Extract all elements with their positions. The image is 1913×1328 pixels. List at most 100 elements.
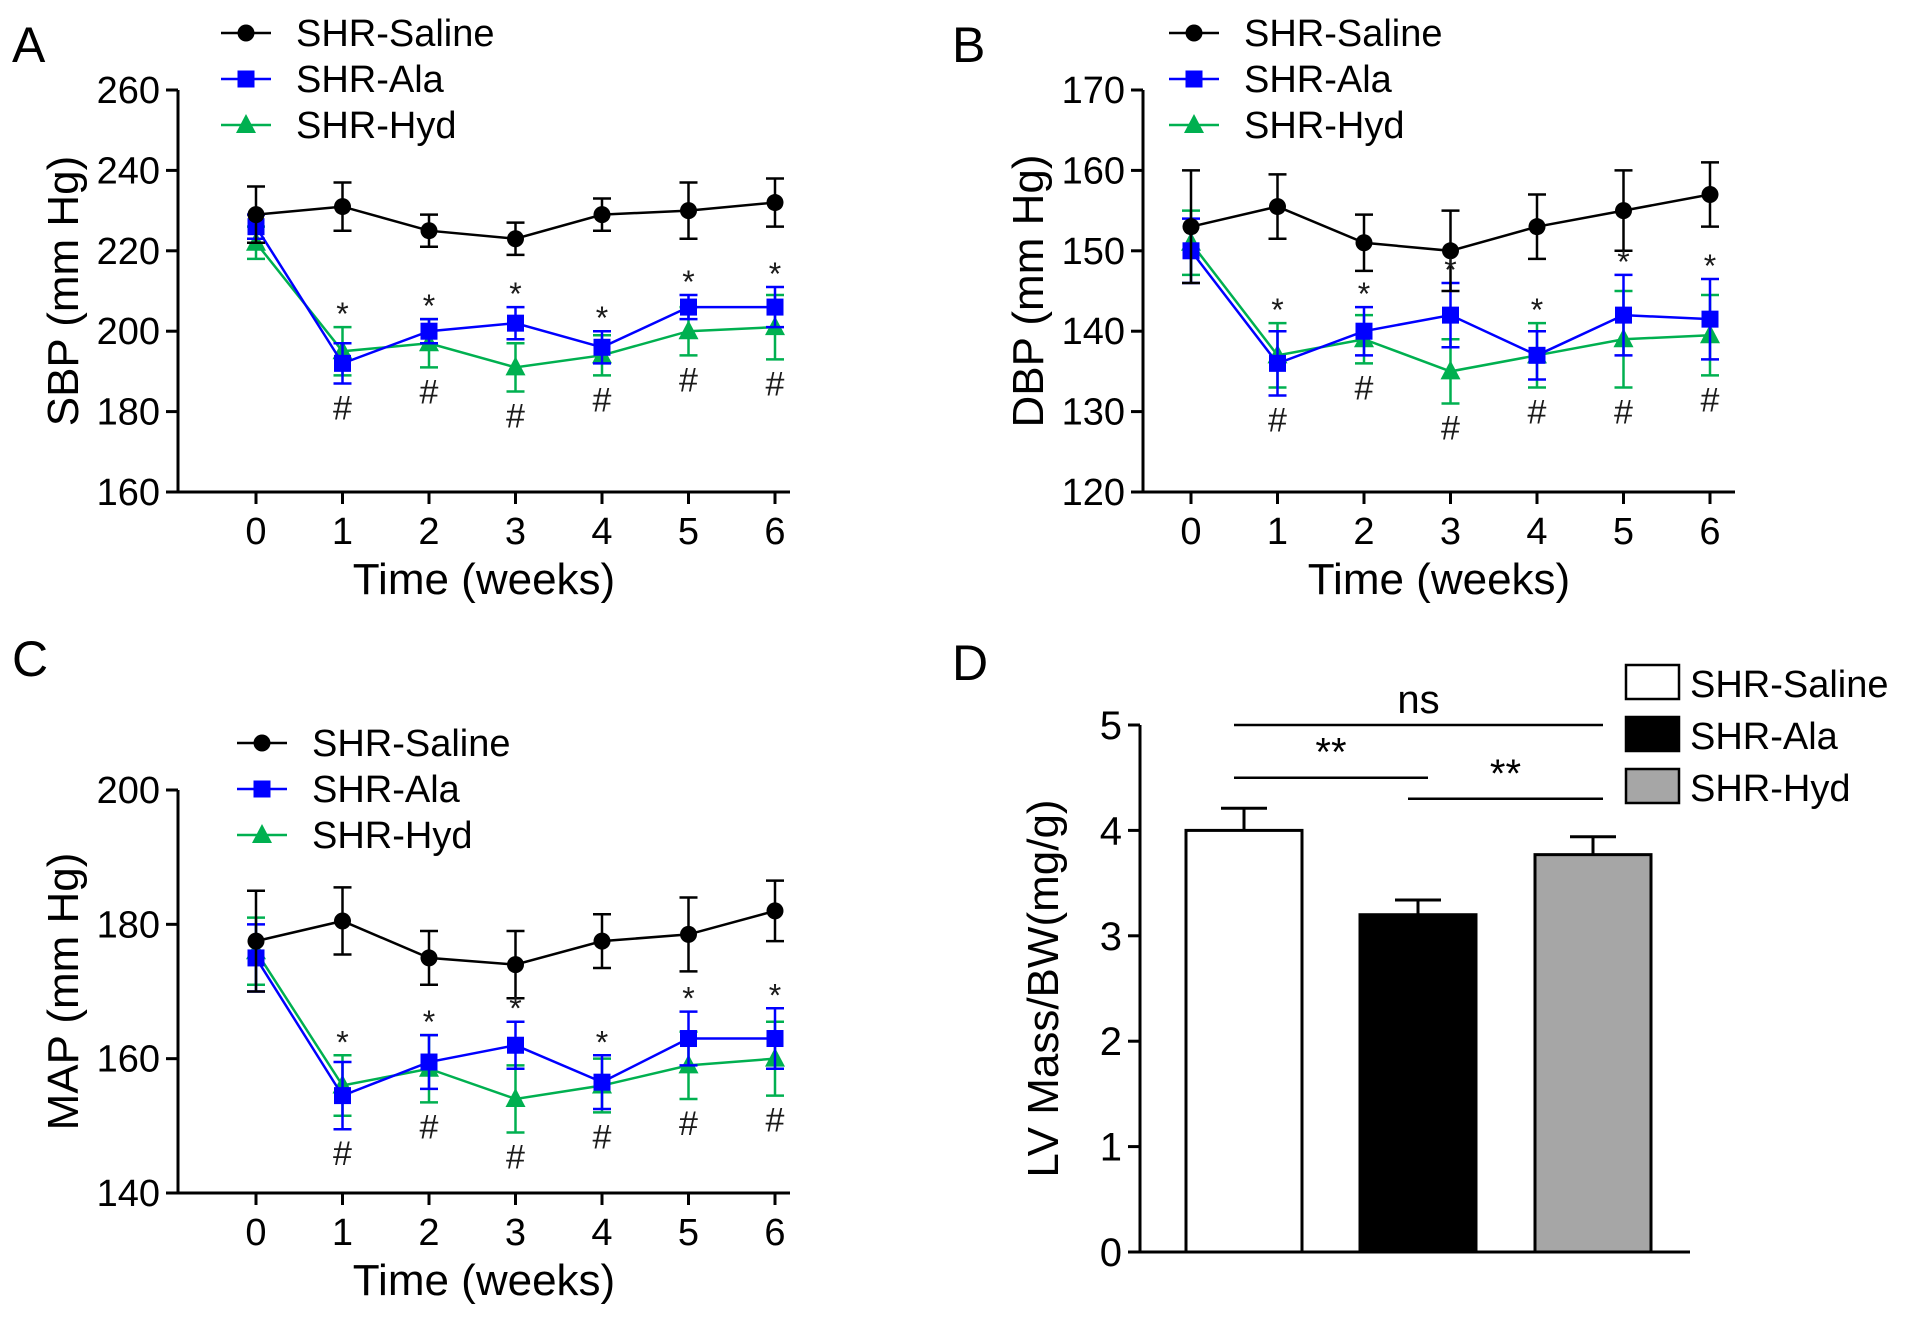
chart-0-shr-saline-point bbox=[766, 194, 784, 212]
chart-0-x-tick-label: 0 bbox=[245, 511, 266, 553]
chart-1-significance-star: * bbox=[1531, 292, 1543, 328]
chart-1-y-tick-label: 130 bbox=[1062, 392, 1125, 434]
chart-1-shr-ala-point bbox=[1269, 354, 1286, 372]
chart-0-significance-star: * bbox=[509, 276, 521, 312]
chart-2-legend-marker bbox=[253, 780, 271, 798]
chart-3-y-tick-label: 4 bbox=[1100, 809, 1122, 853]
panel-c: C 140 160 180 200 0 1 2 3 4 5 6 Time (weeks) MAP (mm… bbox=[12, 631, 790, 1305]
chart-0-shr-saline-point bbox=[507, 230, 524, 248]
chart-2-shr-saline-point bbox=[680, 925, 697, 943]
chart-0-shr-ala-point bbox=[593, 338, 611, 356]
chart-1-y-tick-label: 140 bbox=[1062, 311, 1125, 353]
chart-2-x-axis-label: Time (weeks) bbox=[353, 1256, 615, 1305]
chart-2-y-tick-label: 160 bbox=[97, 1039, 160, 1081]
chart-1-y-tick-label: 170 bbox=[1062, 70, 1125, 112]
chart-2-significance-hash: # bbox=[333, 1135, 352, 1173]
chart-2-significance-hash: # bbox=[420, 1108, 439, 1146]
chart-1-y-axis-label: DBP (mm Hg) bbox=[1004, 155, 1053, 428]
chart-1-significance-star: * bbox=[1704, 248, 1716, 284]
chart-3-legend-label: SHR-Saline bbox=[1690, 664, 1889, 706]
chart-3-y-tick-label: 3 bbox=[1100, 915, 1122, 959]
chart-0-shr-ala-point bbox=[766, 298, 784, 316]
chart-0-significance-hash: # bbox=[506, 398, 525, 436]
chart-0-y-tick-label: 260 bbox=[97, 70, 160, 112]
chart-2-shr-saline-point bbox=[420, 949, 438, 967]
chart-0-x-tick-label: 6 bbox=[764, 511, 785, 553]
chart-2-shr-ala-point bbox=[680, 1030, 697, 1048]
chart-1-shr-ala-point bbox=[1355, 322, 1373, 340]
panel-c-plot: 140 160 180 200 0 1 2 3 4 5 6 Time (weeks) MAP (mm H… bbox=[39, 723, 790, 1305]
chart-0-legend-label: SHR-Ala bbox=[296, 59, 445, 101]
chart-0-significance-hash: # bbox=[593, 381, 612, 419]
chart-2-shr-hyd-point bbox=[505, 1087, 526, 1107]
panel-d-plot: 0 1 2 3 4 5 LV Mass/BW(mg/g) ns ** ** SHR-Saline SH… bbox=[1019, 663, 1889, 1275]
chart-0-shr-ala-point bbox=[420, 322, 438, 340]
panel-d: D 0 1 2 3 4 5 LV Mass/BW(mg/g) ns ** ** SHR-Saline… bbox=[952, 635, 1889, 1275]
chart-0-legend-marker bbox=[237, 24, 255, 42]
chart-3-legend-swatch bbox=[1624, 663, 1681, 701]
chart-1-significance-star: * bbox=[1617, 244, 1629, 280]
panel-b-letter: B bbox=[952, 17, 985, 73]
chart-1-shr-ala-point bbox=[1528, 346, 1546, 364]
chart-3-comparison-label: ns bbox=[1397, 678, 1439, 722]
chart-2-shr-saline-point bbox=[507, 956, 524, 974]
chart-3-comparison-label: ** bbox=[1315, 731, 1346, 775]
chart-0-legend-label: SHR-Hyd bbox=[296, 105, 456, 147]
chart-2-significance-star: * bbox=[336, 1024, 348, 1060]
chart-2-legend-label: SHR-Hyd bbox=[312, 815, 472, 857]
chart-1-shr-saline-point bbox=[1182, 218, 1200, 236]
chart-0-significance-hash: # bbox=[333, 389, 352, 427]
chart-0-significance-star: * bbox=[596, 300, 608, 336]
chart-1-significance-hash: # bbox=[1614, 393, 1633, 431]
chart-1-y-tick-label: 160 bbox=[1062, 150, 1125, 192]
chart-2-shr-ala-point bbox=[766, 1030, 784, 1048]
panel-c-letter: C bbox=[12, 631, 48, 687]
chart-3-comparison-label: ** bbox=[1490, 752, 1521, 796]
chart-2-y-tick-label: 140 bbox=[97, 1173, 160, 1215]
chart-0-shr-ala-point bbox=[680, 298, 697, 316]
chart-0-y-tick-label: 220 bbox=[97, 231, 160, 273]
chart-0-shr-saline-point bbox=[680, 202, 697, 220]
chart-0-y-tick-label: 240 bbox=[97, 150, 160, 192]
chart-0-legend-marker bbox=[237, 70, 255, 88]
chart-3-bar-shr-hyd bbox=[1533, 853, 1653, 1254]
chart-1-significance-hash: # bbox=[1701, 381, 1720, 419]
chart-1-x-tick-label: 5 bbox=[1613, 511, 1634, 553]
chart-2-significance-hash: # bbox=[679, 1105, 698, 1143]
chart-1-legend-label: SHR-Saline bbox=[1244, 13, 1443, 55]
chart-2-legend-label: SHR-Ala bbox=[312, 769, 461, 811]
chart-2-significance-hash: # bbox=[506, 1139, 525, 1177]
panel-a: A 160 180 200 220 240 260 0 1 2 3 4 5 6 Time (weeks) S… bbox=[12, 13, 790, 604]
chart-0-significance-hash: # bbox=[679, 361, 698, 399]
chart-2-shr-saline-point bbox=[334, 912, 351, 930]
chart-2-y-axis-label: MAP (mm Hg) bbox=[39, 853, 88, 1131]
chart-1-legend-marker bbox=[1185, 24, 1203, 42]
chart-1-y-tick-label: 120 bbox=[1062, 472, 1125, 514]
chart-0-y-axis-label: SBP (mm Hg) bbox=[39, 156, 88, 427]
chart-2-x-tick-label: 5 bbox=[678, 1212, 699, 1254]
chart-1-legend-label: SHR-Hyd bbox=[1244, 105, 1404, 147]
chart-2-x-tick-label: 2 bbox=[418, 1212, 439, 1254]
chart-2-shr-saline-point bbox=[766, 902, 784, 920]
chart-1-shr-ala-point bbox=[1701, 310, 1719, 328]
chart-2-significance-star: * bbox=[423, 1004, 435, 1040]
chart-2-shr-saline-point bbox=[247, 932, 265, 950]
chart-2-shr-ala-point bbox=[507, 1036, 524, 1054]
chart-1-x-tick-label: 6 bbox=[1699, 511, 1720, 553]
chart-2-legend-label: SHR-Saline bbox=[312, 723, 511, 765]
chart-1-significance-hash: # bbox=[1268, 402, 1287, 440]
chart-2-significance-hash: # bbox=[593, 1118, 612, 1156]
chart-3-legend-label: SHR-Ala bbox=[1690, 716, 1839, 758]
chart-0-shr-saline-point bbox=[593, 206, 611, 224]
chart-1-shr-saline-point bbox=[1269, 198, 1286, 216]
chart-2-x-tick-label: 4 bbox=[591, 1212, 612, 1254]
chart-2-x-tick-label: 3 bbox=[505, 1212, 526, 1254]
chart-1-significance-star: * bbox=[1444, 252, 1456, 288]
chart-2-shr-ala-point bbox=[420, 1053, 438, 1071]
chart-0-significance-star: * bbox=[682, 264, 694, 300]
chart-3-bar-shr-ala bbox=[1358, 913, 1478, 1254]
chart-3-y-tick-label: 5 bbox=[1100, 704, 1122, 748]
chart-1-x-tick-label: 3 bbox=[1440, 511, 1461, 553]
chart-1-shr-saline-point bbox=[1701, 186, 1719, 204]
